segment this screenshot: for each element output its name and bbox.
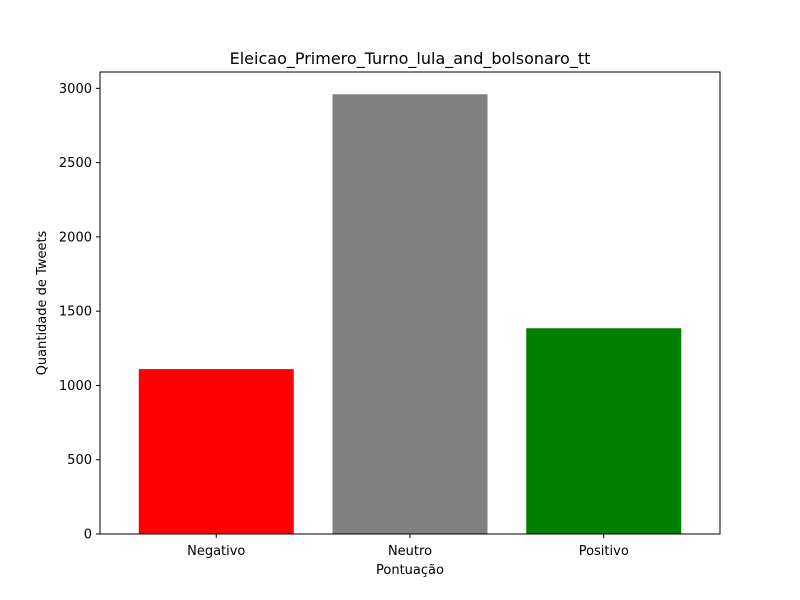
bars-layer bbox=[138, 94, 682, 534]
y-tick-label: 2000 bbox=[59, 230, 92, 245]
y-axis-label: Quantidade de Tweets bbox=[35, 230, 50, 375]
bar-positivo bbox=[526, 328, 682, 534]
y-tick-label: 0 bbox=[84, 528, 92, 543]
y-axis-ticks: 0 500 1000 1500 2000 2500 3000 bbox=[59, 82, 100, 543]
y-tick-label: 3000 bbox=[59, 82, 92, 97]
x-tick-label: Negativo bbox=[187, 544, 245, 559]
y-tick-label: 1500 bbox=[59, 305, 92, 320]
x-tick-label: Positivo bbox=[579, 544, 629, 559]
bar-neutro bbox=[332, 94, 488, 534]
bar-negativo bbox=[138, 369, 294, 534]
y-tick-label: 1000 bbox=[59, 379, 92, 394]
x-axis-label: Pontuação bbox=[376, 563, 444, 578]
y-tick-label: 2500 bbox=[59, 156, 92, 171]
y-tick-label: 500 bbox=[67, 453, 92, 468]
chart-title: Eleicao_Primero_Turno_lula_and_bolsonaro… bbox=[230, 49, 591, 69]
x-axis-ticks: Negativo Neutro Positivo bbox=[187, 534, 629, 559]
x-tick-label: Neutro bbox=[388, 544, 432, 559]
